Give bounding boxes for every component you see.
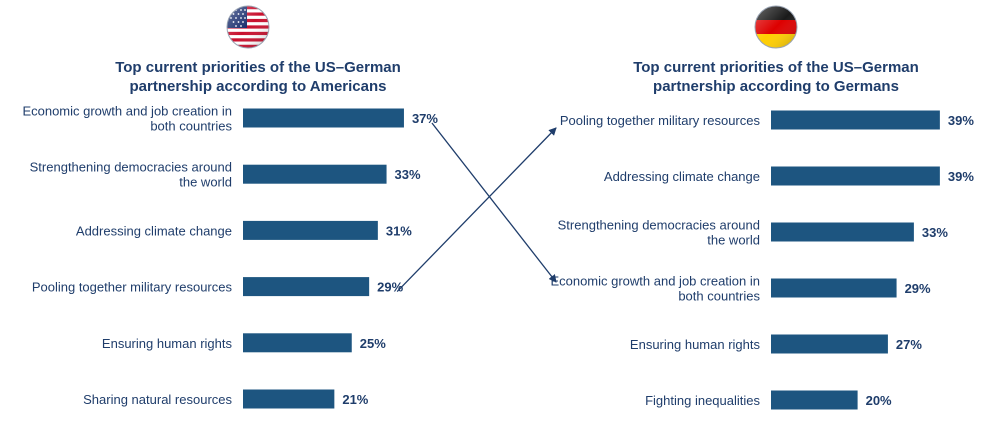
category-label: both countries xyxy=(150,119,232,134)
value-label: 27% xyxy=(896,337,922,352)
bar xyxy=(243,108,404,128)
bar xyxy=(243,277,370,297)
rank-change-arrow xyxy=(431,122,557,283)
chart-title-line: Top current priorities of the US–German xyxy=(115,59,401,76)
value-label: 33% xyxy=(922,225,948,240)
category-label: Ensuring human rights xyxy=(630,337,761,352)
bar xyxy=(771,278,897,298)
chart-title-line: Top current priorities of the US–German xyxy=(633,59,919,76)
bar xyxy=(771,222,914,242)
value-label: 20% xyxy=(866,393,892,408)
category-label: Pooling together military resources xyxy=(32,280,233,295)
bar xyxy=(243,333,352,353)
bar xyxy=(771,334,888,354)
chart-title-line: partnership according to Germans xyxy=(653,78,899,95)
germany-flag-icon xyxy=(754,5,798,49)
category-label: Addressing climate change xyxy=(76,223,232,238)
category-label: Strengthening democracies around xyxy=(558,218,760,233)
value-label: 39% xyxy=(948,113,974,128)
us-flag-icon xyxy=(226,5,270,49)
category-label: Strengthening democracies around xyxy=(30,160,232,175)
category-label: both countries xyxy=(678,289,760,304)
value-label: 37% xyxy=(412,111,438,126)
bar xyxy=(771,166,940,186)
category-label: Economic growth and job creation in xyxy=(22,104,232,119)
value-label: 21% xyxy=(342,392,368,407)
category-label: the world xyxy=(707,233,760,248)
category-label: Economic growth and job creation in xyxy=(550,274,760,289)
value-label: 29% xyxy=(377,280,403,295)
americans-chart: Top current priorities of the US–German p… xyxy=(22,59,438,409)
category-label: Pooling together military resources xyxy=(560,113,761,128)
category-label: the world xyxy=(179,175,232,190)
category-label: Addressing climate change xyxy=(604,169,760,184)
value-label: 29% xyxy=(905,281,931,296)
germans-chart: Top current priorities of the US–German p… xyxy=(550,59,974,410)
value-label: 33% xyxy=(395,167,421,182)
value-label: 25% xyxy=(360,336,386,351)
bar xyxy=(771,390,858,410)
category-label: Ensuring human rights xyxy=(102,336,233,351)
rank-change-arrow xyxy=(396,127,557,293)
value-label: 31% xyxy=(386,223,412,238)
bar xyxy=(243,220,378,240)
category-label: Sharing natural resources xyxy=(83,392,232,407)
bar xyxy=(243,389,335,409)
category-label: Fighting inequalities xyxy=(645,393,760,408)
bar xyxy=(243,164,387,184)
value-label: 39% xyxy=(948,169,974,184)
bar xyxy=(771,110,940,130)
chart-title-line: partnership according to Americans xyxy=(129,78,386,95)
